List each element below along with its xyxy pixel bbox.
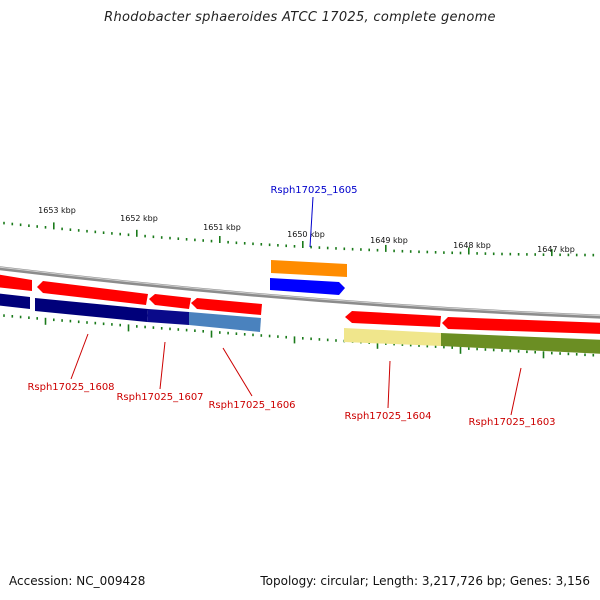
cds-arrow[interactable] bbox=[191, 298, 262, 315]
callout-line bbox=[70, 333, 89, 380]
callout-line bbox=[222, 347, 253, 397]
genome-backbone-highlight bbox=[0, 266, 600, 317]
callout-line bbox=[309, 196, 314, 248]
gene-block-navy[interactable] bbox=[35, 298, 148, 322]
scale-label: 1651 kbp bbox=[203, 223, 241, 232]
cds-arrow[interactable] bbox=[442, 317, 600, 334]
scale-label: 1647 kbp bbox=[537, 245, 575, 254]
gene-label[interactable]: Rsph17025_1606 bbox=[208, 400, 295, 411]
scale-label: 1650 kbp bbox=[287, 230, 325, 239]
callout-line bbox=[159, 341, 166, 390]
scale-label: 1652 kbp bbox=[120, 214, 158, 223]
scale-label: 1649 kbp bbox=[370, 236, 408, 245]
gene-block-steelblue[interactable] bbox=[189, 312, 261, 332]
gene-block-blue[interactable] bbox=[270, 278, 345, 295]
gene-block-olive[interactable] bbox=[441, 333, 600, 354]
genome-backbone bbox=[0, 266, 600, 319]
gene-label[interactable]: Rsph17025_1608 bbox=[27, 382, 114, 393]
topology-label: Topology: circular; Length: 3,217,726 bp… bbox=[260, 574, 590, 588]
cds-arrow[interactable] bbox=[37, 281, 148, 305]
scale-label: 1648 kbp bbox=[453, 241, 491, 250]
gene-label[interactable]: Rsph17025_1605 bbox=[270, 185, 357, 196]
gene-label[interactable]: Rsph17025_1604 bbox=[344, 411, 431, 422]
tick-row-outer bbox=[3, 221, 595, 257]
accession-label: Accession: NC_009428 bbox=[9, 574, 146, 588]
callout-line bbox=[510, 367, 522, 416]
gene-block-orange[interactable] bbox=[271, 260, 347, 277]
gene-block-khaki[interactable] bbox=[344, 328, 441, 346]
gene-label[interactable]: Rsph17025_1607 bbox=[116, 392, 203, 403]
map-title: Rhodobacter sphaeroides ATCC 17025, comp… bbox=[104, 10, 496, 25]
gene-label[interactable]: Rsph17025_1603 bbox=[468, 417, 555, 428]
cds-arrow[interactable] bbox=[149, 294, 191, 309]
gene-block-navy[interactable] bbox=[0, 293, 30, 309]
cds-arrow[interactable] bbox=[345, 311, 441, 327]
scale-label: 1653 kbp bbox=[38, 206, 76, 215]
cds-arrow[interactable] bbox=[0, 274, 32, 291]
tick-row-inner bbox=[3, 314, 595, 359]
callout-line bbox=[387, 360, 391, 409]
gene-block-navy[interactable] bbox=[147, 309, 189, 325]
